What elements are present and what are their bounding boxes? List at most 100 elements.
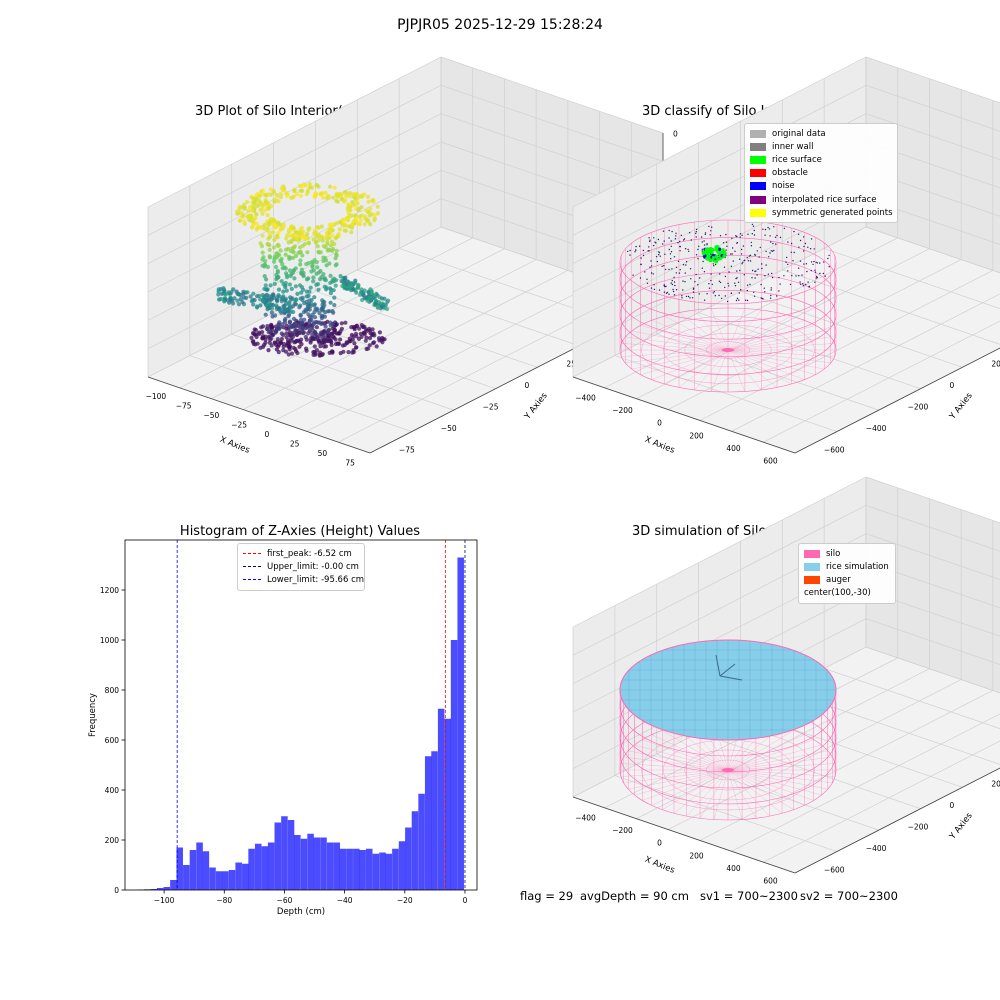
data-point	[258, 297, 263, 302]
data-point	[304, 192, 309, 197]
y-axis-line	[794, 347, 1000, 454]
data-point	[786, 256, 788, 259]
data-point	[254, 227, 259, 232]
data-point	[734, 282, 736, 284]
data-point	[341, 219, 346, 224]
data-point	[743, 259, 746, 262]
data-point	[257, 202, 263, 207]
silo-floor-spoke	[727, 336, 831, 351]
data-point	[683, 238, 686, 240]
data-point	[269, 310, 274, 315]
legend-item: first_peak: -6.52 cm	[243, 547, 359, 560]
data-point	[268, 337, 273, 342]
data-point	[706, 293, 708, 295]
data-point	[748, 255, 750, 257]
data-point	[275, 337, 280, 342]
data-point	[762, 298, 764, 300]
data-point	[799, 239, 802, 242]
y-tick-label: 1200	[100, 586, 119, 595]
data-point	[279, 336, 284, 342]
grid-line	[274, 270, 569, 421]
data-point	[749, 260, 752, 262]
data-point	[753, 229, 755, 232]
data-point	[317, 353, 322, 358]
data-point	[709, 247, 713, 251]
data-point	[338, 337, 343, 342]
x-tick-label: −60	[277, 896, 293, 905]
data-point	[632, 274, 634, 276]
grid-line	[865, 226, 1000, 274]
data-point	[816, 262, 819, 264]
auger-line	[719, 675, 743, 681]
data-point	[673, 294, 676, 296]
histogram-bar	[235, 862, 242, 890]
data-point	[300, 243, 305, 248]
data-point	[303, 334, 308, 340]
data-point	[740, 248, 743, 251]
data-point	[265, 324, 270, 329]
data-point	[238, 218, 243, 223]
grid-line	[698, 312, 921, 390]
data-point	[328, 243, 334, 248]
data-point	[336, 331, 341, 336]
data-point	[668, 229, 670, 232]
data-point	[345, 191, 350, 196]
data-point	[354, 216, 359, 221]
data-point	[279, 299, 284, 304]
data-point	[701, 250, 703, 252]
data-point	[235, 209, 240, 214]
x-tick-label: 75	[345, 458, 355, 467]
grid-line	[231, 333, 454, 411]
y-tick-label: −75	[399, 445, 415, 454]
data-point	[334, 198, 339, 203]
data-point	[284, 247, 289, 252]
data-point	[318, 344, 323, 349]
y-tick-label: 800	[105, 686, 120, 695]
data-point	[259, 207, 264, 212]
data-point	[285, 233, 290, 238]
data-point	[366, 194, 371, 199]
x-tick-label: −20	[397, 896, 413, 905]
data-point	[293, 253, 299, 259]
histogram-bar	[222, 871, 229, 890]
histogram-bar	[346, 848, 353, 890]
legend-item: symmetric generated points	[750, 206, 893, 219]
data-point	[714, 263, 717, 266]
data-point	[294, 297, 299, 302]
data-point	[711, 226, 713, 228]
data-point	[287, 268, 293, 273]
silo-floor-spoke	[620, 763, 729, 771]
data-point	[700, 236, 703, 238]
silo-floor-spoke	[699, 769, 729, 819]
data-point	[813, 248, 815, 250]
data-point	[674, 284, 676, 287]
data-point	[354, 345, 359, 350]
data-point	[357, 326, 362, 331]
data-point	[703, 271, 706, 273]
data-point	[260, 330, 265, 335]
data-point	[736, 270, 738, 272]
silo-wireframe	[619, 219, 837, 393]
data-point	[770, 287, 772, 289]
histogram-bar	[405, 827, 412, 890]
data-point	[370, 198, 375, 203]
silo-floor-spoke	[625, 349, 729, 364]
silo-floor-ring	[662, 324, 794, 376]
data-point	[359, 323, 364, 328]
data-point	[284, 193, 289, 199]
data-point	[783, 275, 785, 277]
y-tick-label: 0	[114, 886, 119, 895]
silo-floor-spoke	[623, 756, 729, 771]
data-point	[771, 276, 774, 279]
grid-line	[667, 679, 962, 830]
data-point	[292, 189, 297, 194]
interpolated-points	[627, 223, 830, 303]
data-point	[682, 289, 684, 291]
data-point	[789, 283, 792, 286]
data-point	[344, 228, 349, 233]
data-point	[293, 284, 298, 289]
data-point	[803, 236, 805, 238]
data-point	[723, 250, 727, 254]
data-point	[710, 273, 712, 275]
histogram-bar	[150, 889, 158, 890]
